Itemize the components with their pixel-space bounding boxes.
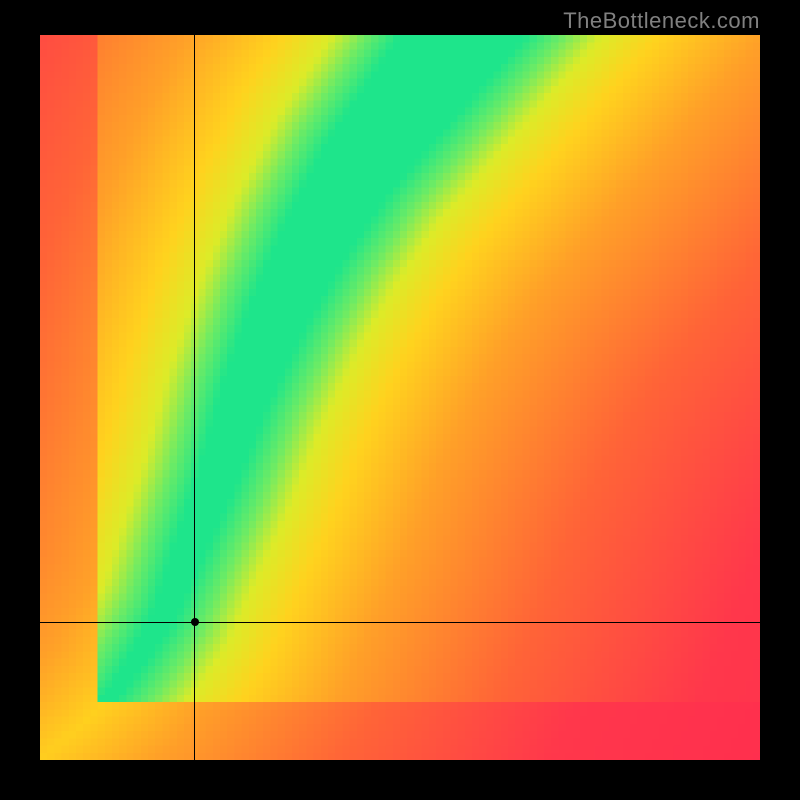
crosshair-horizontal <box>40 622 760 623</box>
crosshair-marker <box>191 618 199 626</box>
bottleneck-heatmap <box>40 35 760 760</box>
crosshair-vertical <box>194 35 195 760</box>
watermark-text: TheBottleneck.com <box>563 8 760 34</box>
